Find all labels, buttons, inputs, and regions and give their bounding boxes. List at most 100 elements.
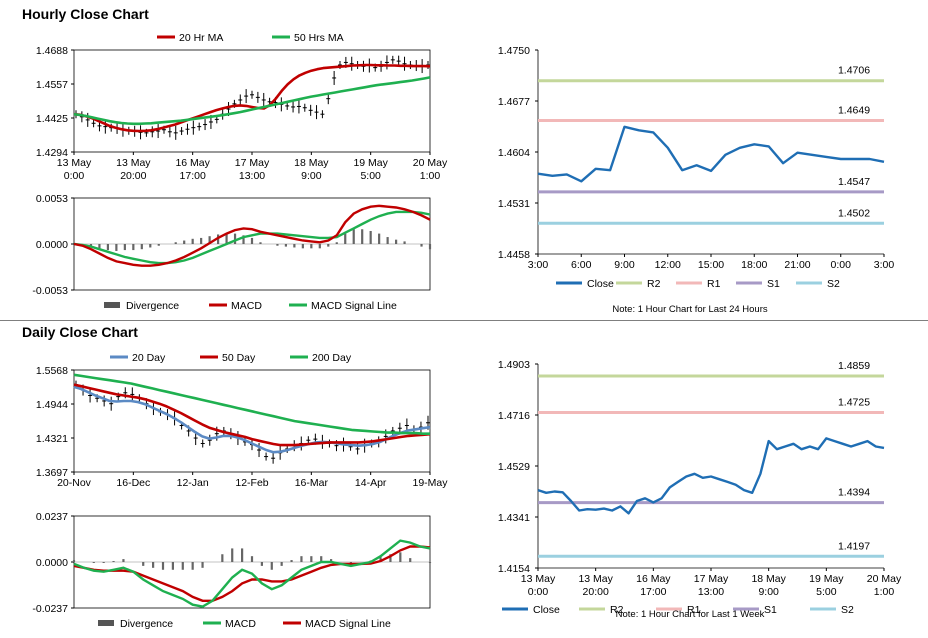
x-tick-label: 20:00 bbox=[120, 170, 146, 182]
y-tick-label: 1.4604 bbox=[498, 147, 530, 159]
level-label-s2: 1.4502 bbox=[838, 207, 870, 219]
pivot-legend-label: R1 bbox=[687, 604, 701, 616]
x-tick-label: 15:00 bbox=[698, 259, 724, 271]
x-tick-label: 17:00 bbox=[640, 586, 666, 598]
y-tick-label: 1.3697 bbox=[36, 467, 68, 479]
plot-frame bbox=[73, 369, 431, 473]
level-label-s2: 1.4197 bbox=[838, 540, 870, 552]
y-tick-label: -0.0237 bbox=[32, 603, 68, 615]
daily-pivot-chart: 1.4903 1.4716 1.4529 1.4341 1.4154 1.4859 1.47… bbox=[498, 359, 902, 616]
y-tick-label: 1.4677 bbox=[498, 96, 530, 108]
macd-legend-label: MACD bbox=[231, 300, 262, 312]
x-tick-label: 9:00 bbox=[301, 170, 322, 182]
pivot-legend-label: S1 bbox=[764, 604, 777, 616]
daily-macd-chart: 0.0237 0.0000 -0.0237 Divergence MACD MACD Si… bbox=[32, 511, 432, 630]
macd-legend-label: Divergence bbox=[126, 300, 179, 312]
x-tick-label: 19-May bbox=[412, 477, 448, 489]
x-tick-label: 13:00 bbox=[698, 586, 724, 598]
macd-legend-label: Divergence bbox=[120, 618, 173, 630]
x-tick-label: 20-Nov bbox=[57, 477, 92, 489]
x-tick-label: 3:00 bbox=[874, 259, 895, 271]
x-tick-label: 16 May bbox=[175, 157, 210, 169]
x-tick-label: 12:00 bbox=[655, 259, 681, 271]
level-label-r1: 1.4725 bbox=[838, 396, 870, 408]
macd-legend-label: MACD bbox=[225, 618, 256, 630]
x-tick-label: 13 May bbox=[578, 573, 613, 585]
x-tick-label: 19 May bbox=[809, 573, 844, 585]
x-tick-label: 13:00 bbox=[239, 170, 265, 182]
x-tick-label: 0:00 bbox=[64, 170, 85, 182]
macd-line bbox=[73, 539, 431, 608]
ma-line-200-day bbox=[73, 373, 430, 435]
price-legend-label: 20 Hr MA bbox=[179, 32, 223, 44]
y-tick-label: 1.5568 bbox=[36, 365, 68, 377]
x-tick-label: 17 May bbox=[235, 157, 270, 169]
macd-legend-label: MACD Signal Line bbox=[311, 300, 397, 312]
pivot-legend-label: S2 bbox=[827, 278, 840, 290]
hourly-pivot-chart: 1.4750 1.4677 1.4604 1.4531 1.4458 1.4706 1.46… bbox=[498, 45, 895, 290]
hourly-chart-note: Note: 1 Hour Chart for Last 24 Hours bbox=[612, 304, 768, 315]
x-tick-label: 20:00 bbox=[583, 586, 609, 598]
y-tick-label: 1.4688 bbox=[36, 45, 68, 57]
level-label-r2: 1.4706 bbox=[838, 65, 870, 77]
x-tick-label: 13 May bbox=[116, 157, 151, 169]
pivot-legend-label: S2 bbox=[841, 604, 854, 616]
x-tick-label: 12-Feb bbox=[235, 477, 268, 489]
y-tick-label: 1.4458 bbox=[498, 249, 530, 261]
y-tick-label: 1.4557 bbox=[36, 79, 68, 91]
y-tick-label: 1.4750 bbox=[498, 45, 530, 57]
section-divider bbox=[0, 320, 928, 321]
x-tick-label: 17 May bbox=[694, 573, 729, 585]
ma-line-50-day bbox=[73, 383, 431, 447]
x-tick-label: 18 May bbox=[751, 573, 786, 585]
y-tick-label: 1.4531 bbox=[498, 198, 530, 210]
y-tick-label: 1.4944 bbox=[36, 399, 68, 411]
macd-legend-label: MACD Signal Line bbox=[305, 618, 391, 630]
x-tick-label: 0:00 bbox=[528, 586, 549, 598]
x-tick-label: 21:00 bbox=[784, 259, 810, 271]
close-line bbox=[537, 437, 885, 515]
y-tick-label: 0.0053 bbox=[36, 193, 68, 205]
x-tick-label: 20 May bbox=[867, 573, 902, 585]
level-label-s1: 1.4394 bbox=[838, 487, 870, 499]
macd-signal-line bbox=[73, 210, 431, 265]
y-tick-label: -0.0053 bbox=[32, 285, 68, 297]
ma-line-20-hr-ma bbox=[73, 63, 431, 133]
x-tick-label: 17:00 bbox=[180, 170, 206, 182]
x-tick-label: 1:00 bbox=[420, 170, 441, 182]
y-tick-label: 0.0000 bbox=[36, 239, 68, 251]
level-label-r2: 1.4859 bbox=[838, 360, 870, 372]
price-legend-label: 50 Hrs MA bbox=[294, 32, 344, 44]
y-tick-label: 1.4716 bbox=[498, 410, 530, 422]
x-tick-label: 16 May bbox=[636, 573, 671, 585]
x-tick-label: 0:00 bbox=[831, 259, 852, 271]
y-tick-label: 1.4294 bbox=[36, 147, 68, 159]
x-tick-label: 13 May bbox=[521, 573, 556, 585]
x-tick-label: 9:00 bbox=[758, 586, 779, 598]
x-tick-label: 14-Apr bbox=[355, 477, 387, 489]
ma-line-20-day bbox=[73, 385, 431, 454]
x-tick-label: 20 May bbox=[413, 157, 448, 169]
y-tick-label: 0.0000 bbox=[36, 557, 68, 569]
x-tick-label: 1:00 bbox=[874, 586, 895, 598]
x-tick-label: 18:00 bbox=[741, 259, 767, 271]
pivot-legend-label: R2 bbox=[610, 604, 624, 616]
hourly-macd-chart: 0.0053 0.0000 -0.0053 Divergence MACD MACD Si… bbox=[32, 193, 432, 312]
x-tick-label: 18 May bbox=[294, 157, 329, 169]
x-tick-label: 5:00 bbox=[816, 586, 837, 598]
x-tick-label: 19 May bbox=[353, 157, 388, 169]
y-tick-label: 1.4529 bbox=[498, 461, 530, 473]
y-tick-label: 1.4341 bbox=[498, 512, 530, 524]
x-tick-label: 3:00 bbox=[528, 259, 549, 271]
hourly-section-title: Hourly Close Chart bbox=[22, 6, 149, 22]
x-tick-label: 5:00 bbox=[360, 170, 381, 182]
ma-line-50-hrs-ma bbox=[73, 76, 431, 126]
x-tick-label: 13 May bbox=[57, 157, 92, 169]
y-tick-label: 1.4903 bbox=[498, 359, 530, 371]
level-label-r1: 1.4649 bbox=[838, 105, 870, 117]
macd-line bbox=[73, 204, 431, 267]
x-tick-label: 12-Jan bbox=[177, 477, 209, 489]
x-tick-label: 16-Mar bbox=[295, 477, 329, 489]
